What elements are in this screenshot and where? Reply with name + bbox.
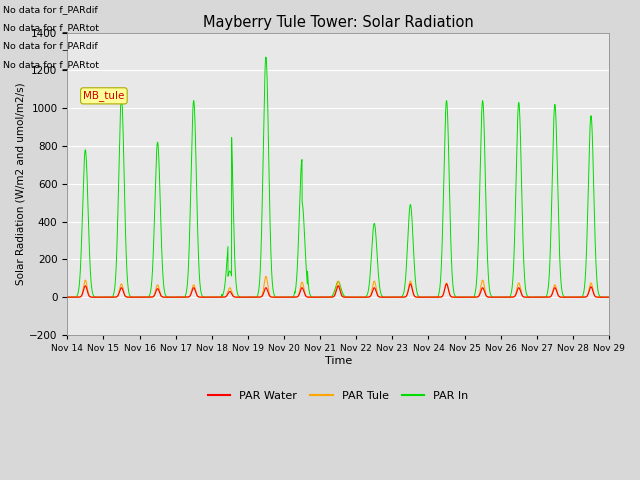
Text: MB_tule: MB_tule bbox=[83, 90, 125, 101]
Text: No data for f_PARdif: No data for f_PARdif bbox=[3, 41, 98, 50]
Text: No data for f_PARtot: No data for f_PARtot bbox=[3, 23, 99, 32]
Text: No data for f_PARtot: No data for f_PARtot bbox=[3, 60, 99, 69]
Title: Mayberry Tule Tower: Solar Radiation: Mayberry Tule Tower: Solar Radiation bbox=[203, 15, 474, 30]
Text: No data for f_PARdif: No data for f_PARdif bbox=[3, 5, 98, 14]
Y-axis label: Solar Radiation (W/m2 and umol/m2/s): Solar Radiation (W/m2 and umol/m2/s) bbox=[15, 83, 25, 285]
X-axis label: Time: Time bbox=[324, 356, 352, 366]
Legend: PAR Water, PAR Tule, PAR In: PAR Water, PAR Tule, PAR In bbox=[204, 386, 473, 405]
